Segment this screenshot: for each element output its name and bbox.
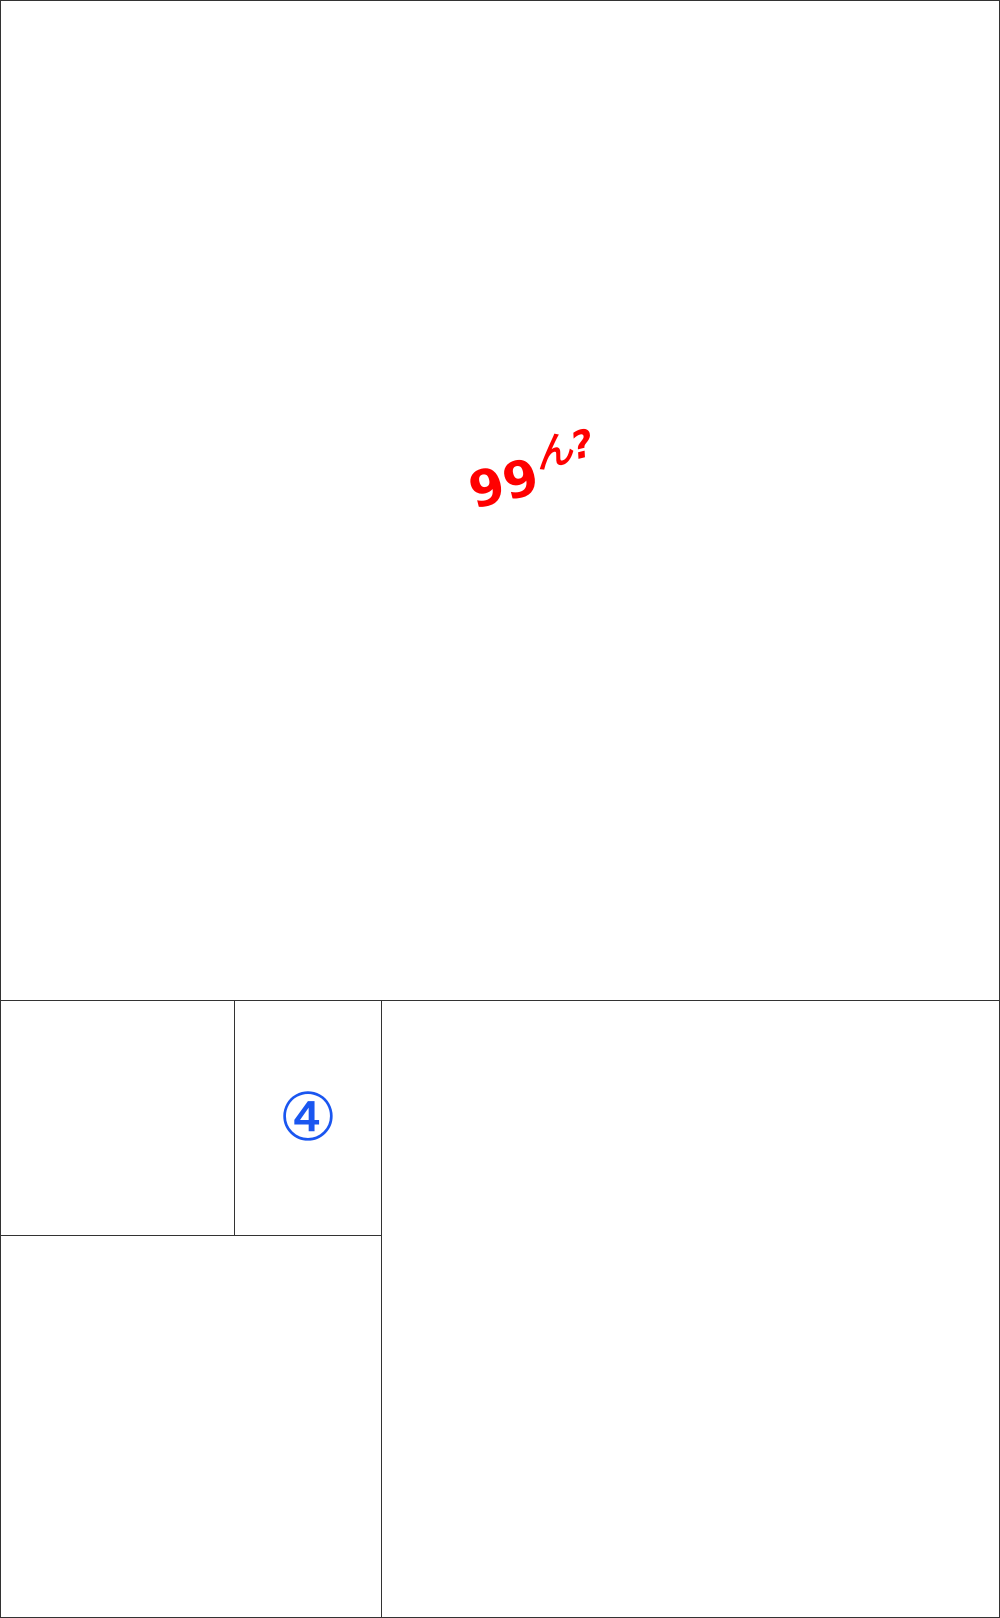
red-number-text: 99 — [463, 447, 545, 521]
bottom-left-panel — [0, 1235, 382, 1618]
circled-digit-four: ④ — [278, 1079, 338, 1156]
small-middle-panel — [234, 1000, 382, 1236]
top-panel — [0, 0, 1000, 1001]
bottom-right-panel — [381, 1000, 1000, 1618]
small-left-panel — [0, 1000, 235, 1236]
